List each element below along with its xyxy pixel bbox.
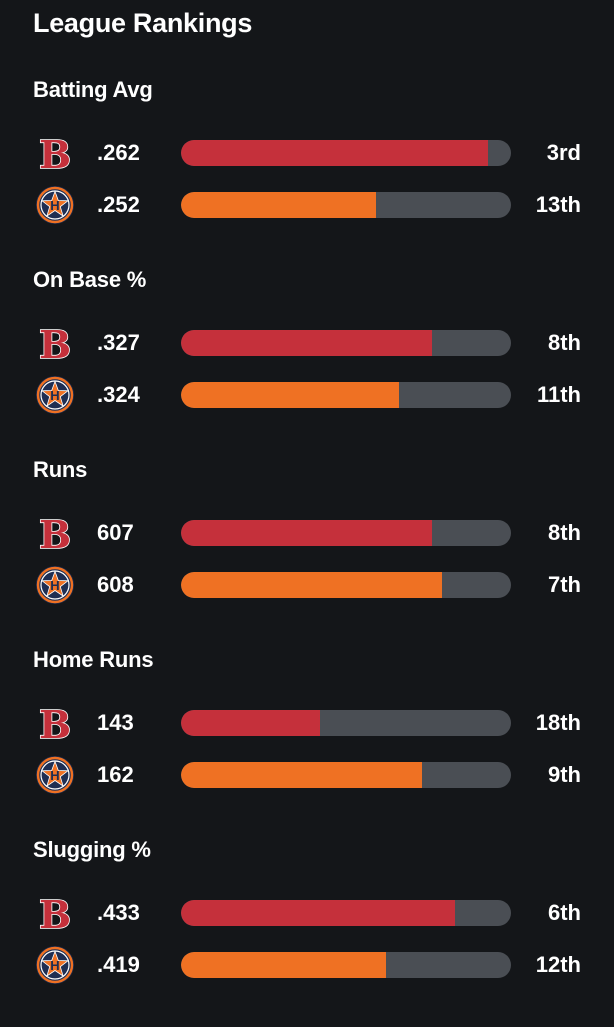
team-stat-row: B .327 8th (0, 321, 614, 368)
svg-text:B: B (39, 323, 71, 363)
stat-value: .327 (97, 330, 140, 355)
rank-bar (181, 710, 511, 736)
svg-text:H: H (50, 768, 59, 783)
stat-value: .252 (97, 192, 140, 217)
red-sox-logo-icon: B (35, 511, 75, 558)
team-stat-row: H 608 7th (0, 565, 614, 605)
astros-logo-icon: H (35, 375, 75, 415)
stat-value: .419 (97, 952, 140, 977)
rank-bar-fill (181, 192, 376, 218)
team-stat-row: B .433 6th (0, 891, 614, 938)
league-rank: 11th (536, 382, 581, 407)
category-section: Slugging % B .433 6th H .419 12th (0, 837, 614, 1027)
rank-bar-fill (181, 710, 320, 736)
league-rank: 13th (535, 192, 581, 217)
team-stat-row: H .324 11th (0, 375, 614, 415)
rank-bar-fill (181, 330, 432, 356)
stat-value: 162 (97, 762, 134, 787)
svg-text:H: H (50, 388, 59, 403)
astros-logo-icon: H (35, 565, 75, 605)
svg-text:H: H (50, 958, 59, 973)
category-section: On Base % B .327 8th H .324 11th (0, 267, 614, 457)
svg-text:B: B (39, 703, 71, 743)
category-title: Runs (33, 457, 88, 482)
rank-bar-fill (181, 952, 386, 978)
rank-bar-fill (181, 520, 432, 546)
team-stat-row: B 607 8th (0, 511, 614, 558)
rank-bar (181, 762, 511, 788)
svg-text:B: B (39, 893, 71, 933)
team-stat-row: B 143 18th (0, 701, 614, 748)
rank-bar-fill (181, 140, 488, 166)
stat-value: 607 (97, 520, 134, 545)
rank-bar (181, 382, 511, 408)
astros-logo-icon: H (35, 945, 75, 985)
league-rank: 9th (548, 762, 581, 787)
team-stat-row: B .262 3rd (0, 131, 614, 178)
svg-text:B: B (39, 133, 71, 173)
rank-bar (181, 520, 511, 546)
category-title: Batting Avg (33, 77, 153, 102)
category-section: Runs B 607 8th H 608 7th (0, 457, 614, 647)
red-sox-logo-icon: B (35, 131, 75, 178)
rank-bar (181, 330, 511, 356)
league-rank: 3rd (546, 140, 581, 165)
svg-text:H: H (50, 198, 59, 213)
rank-bar-fill (181, 900, 455, 926)
stat-value: .324 (97, 382, 140, 407)
svg-text:H: H (50, 578, 59, 593)
red-sox-logo-icon: B (35, 891, 75, 938)
rank-bar-fill (181, 762, 422, 788)
league-rank: 18th (535, 710, 581, 735)
svg-text:B: B (39, 513, 71, 553)
category-title: Home Runs (33, 647, 154, 672)
category-title: On Base % (33, 267, 147, 292)
red-sox-logo-icon: B (35, 321, 75, 368)
rank-bar-fill (181, 572, 442, 598)
league-rank: 8th (548, 330, 581, 355)
league-rank: 7th (548, 572, 581, 597)
rank-bar (181, 900, 511, 926)
category-section: Home Runs B 143 18th H 162 9th (0, 647, 614, 837)
rank-bar (181, 952, 511, 978)
rank-bar-fill (181, 382, 399, 408)
team-stat-row: H 162 9th (0, 755, 614, 795)
stat-value: .262 (97, 140, 140, 165)
stat-value: 143 (97, 710, 134, 735)
team-stat-row: H .252 13th (0, 185, 614, 225)
team-stat-row: H .419 12th (0, 945, 614, 985)
stat-value: .433 (97, 900, 140, 925)
rank-bar (181, 572, 511, 598)
category-title: Slugging % (33, 837, 151, 862)
red-sox-logo-icon: B (35, 701, 75, 748)
page-title: League Rankings (33, 8, 253, 38)
rank-bar (181, 192, 511, 218)
astros-logo-icon: H (35, 185, 75, 225)
league-rank: 8th (548, 520, 581, 545)
league-rank: 12th (535, 952, 581, 977)
astros-logo-icon: H (35, 755, 75, 795)
stat-value: 608 (97, 572, 134, 597)
league-rank: 6th (548, 900, 581, 925)
category-section: Batting Avg B .262 3rd H .252 13th (0, 77, 614, 267)
rank-bar (181, 140, 511, 166)
